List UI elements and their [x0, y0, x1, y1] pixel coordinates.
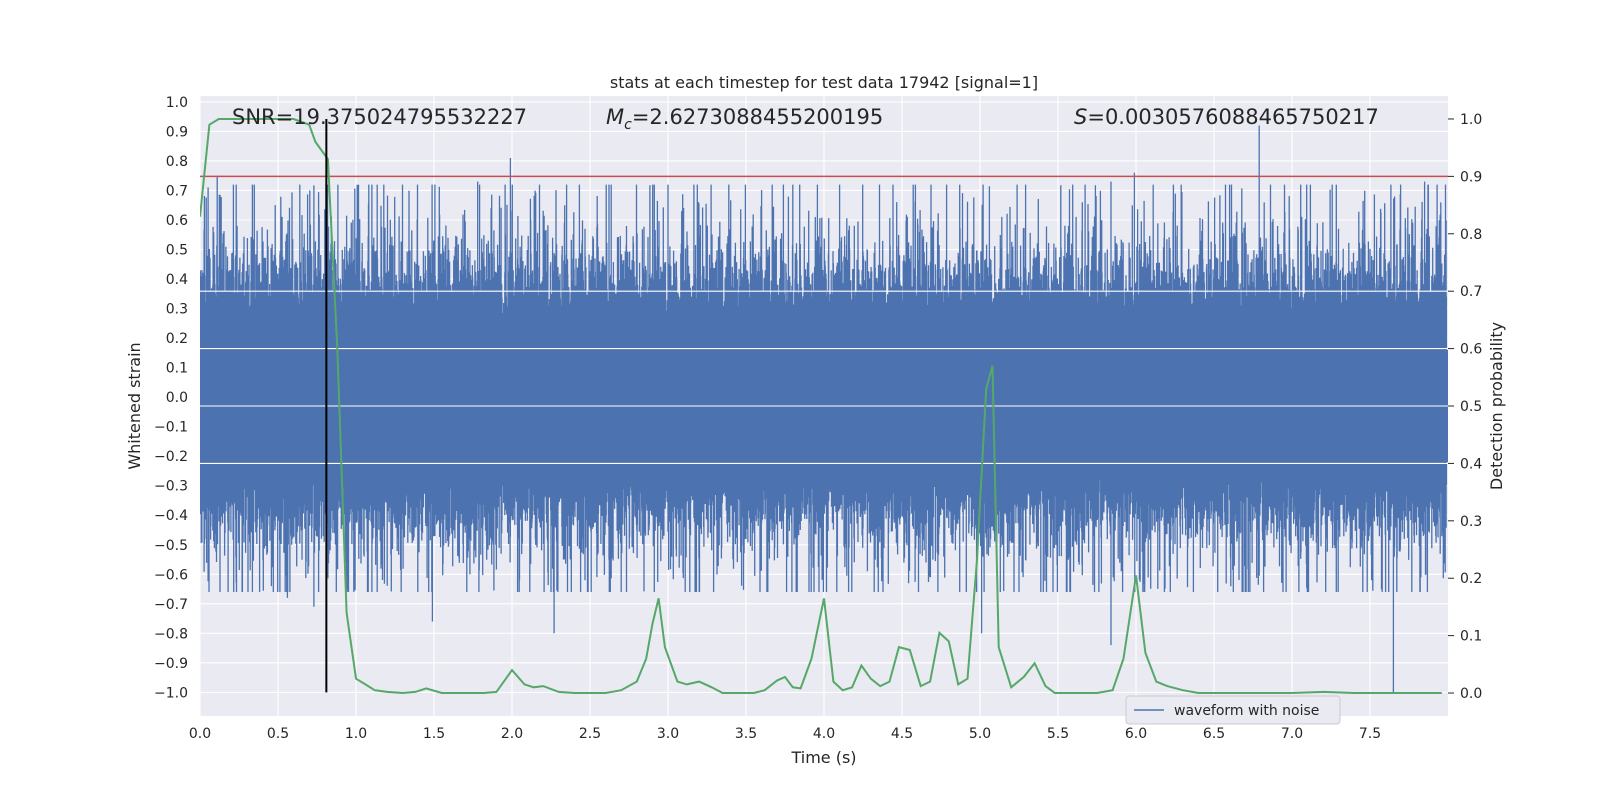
y-axis-label-right: Detection probability: [1487, 322, 1506, 490]
y-tick-label-right: 0.7: [1460, 284, 1482, 300]
mc-symbol: M: [606, 105, 624, 129]
y-tick-label-left: 0.3: [166, 302, 188, 318]
y-tick-label-right: 1.0: [1460, 112, 1482, 128]
x-tick-label: 3.0: [657, 726, 679, 742]
y-tick-label-left: 0.4: [166, 272, 188, 288]
y-tick-label-left: 0.0: [166, 390, 188, 406]
legend-label: waveform with noise: [1174, 703, 1319, 719]
legend-box: [1125, 695, 1341, 725]
y-tick-label-right: 0.8: [1460, 227, 1482, 243]
y-tick-label-left: 0.5: [166, 243, 188, 259]
overlay-lines: [200, 118, 1448, 695]
s-symbol: S: [1074, 105, 1087, 129]
x-tick-label: 2.5: [579, 726, 601, 742]
x-tick-label: 2.0: [501, 726, 523, 742]
y-tick-label-right: 0.4: [1460, 456, 1482, 472]
mc-value: =2.6273088455200195: [632, 105, 883, 129]
y-tick-label-left: −1.0: [154, 685, 188, 701]
s-annotation: S=0.0030576088465750217: [1074, 105, 1379, 129]
x-tick-label: 6.0: [1125, 726, 1147, 742]
legend: waveform with noise: [1125, 695, 1341, 725]
y-tick-label-left: −0.7: [154, 597, 188, 613]
detection-probability-line: [200, 118, 1442, 695]
x-tick-label: 1.5: [423, 726, 445, 742]
y-tick-label-left: −0.6: [154, 567, 188, 583]
y-tick-label-left: 1.0: [166, 95, 188, 111]
x-tick-label: 5.5: [1047, 726, 1069, 742]
y-tick-label-left: −0.1: [154, 420, 188, 436]
y-tick-label-right: 0.5: [1460, 399, 1482, 415]
y-tick-label-left: 0.7: [166, 183, 188, 199]
y-tick-label-left: −0.4: [154, 508, 188, 524]
x-tick-label: 6.5: [1203, 726, 1225, 742]
s-value: =0.0030576088465750217: [1087, 105, 1379, 129]
y-tick-label-right: 0.2: [1460, 571, 1482, 587]
x-tick-label: 7.5: [1359, 726, 1381, 742]
y-tick-label-left: −0.3: [154, 479, 188, 495]
y-tick-label-left: 0.2: [166, 331, 188, 347]
y-tick-label-left: 0.8: [166, 154, 188, 170]
y-tick-label-right: 0.0: [1460, 686, 1482, 702]
x-tick-label: 1.0: [345, 726, 367, 742]
mc-subscript: c: [624, 117, 632, 133]
y-tick-label-left: 0.6: [166, 213, 188, 229]
y-tick-label-right: 0.6: [1460, 342, 1482, 358]
y-tick-label-left: −0.8: [154, 626, 188, 642]
y-tick-label-right: 0.3: [1460, 514, 1482, 530]
x-tick-label: 0.0: [189, 726, 211, 742]
y-tick-label-right: 0.9: [1460, 169, 1482, 185]
y-tick-label-left: 0.1: [166, 361, 188, 377]
snr-annotation: SNR=19.375024795532227: [232, 105, 527, 129]
y-axis-label-left: Whitened strain: [125, 342, 144, 469]
x-tick-label: 0.5: [267, 726, 289, 742]
y-tick-label-left: −0.5: [154, 538, 188, 554]
chirp-mass-annotation: Mc=2.6273088455200195: [606, 105, 883, 133]
x-tick-label: 5.0: [969, 726, 991, 742]
chart-title: stats at each timestep for test data 179…: [610, 73, 1038, 92]
x-tick-label: 4.5: [891, 726, 913, 742]
x-axis-label: Time (s): [790, 748, 856, 767]
y-tick-label-left: 0.9: [166, 124, 188, 140]
y-tick-label-left: −0.2: [154, 449, 188, 465]
x-tick-label: 4.0: [813, 726, 835, 742]
y-tick-label-right: 0.1: [1460, 629, 1482, 645]
x-tick-label: 7.0: [1281, 726, 1303, 742]
tick-labels: 0.0 0.5 1.0 1.5 2.0 2.5 3.0 3.5 4.0 4.5 5.0 5.5 6.0 6…: [154, 95, 1482, 742]
y-tick-label-left: −0.9: [154, 656, 188, 672]
x-tick-label: 3.5: [735, 726, 757, 742]
